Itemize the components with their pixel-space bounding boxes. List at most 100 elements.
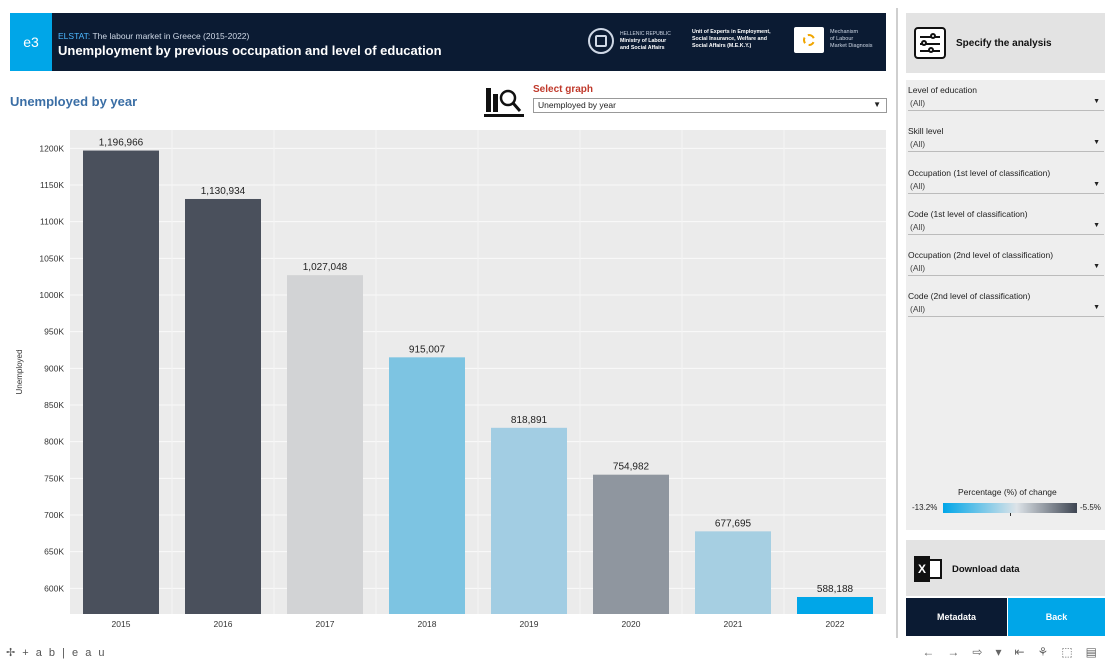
filter-dropdown[interactable]: (All) ▼ — [908, 221, 1104, 235]
filter-label: Skill level — [908, 126, 944, 136]
chart-title: Unemployed by year — [10, 94, 138, 109]
dashboard-title: Unemployment by previous occupation and … — [58, 43, 442, 58]
y-tick-label: 900K — [44, 363, 64, 373]
filter-label: Code (2nd level of classification) — [908, 291, 1031, 301]
x-axis: 2015 2016 2017 2018 2019 2020 2021 2022 — [112, 619, 845, 629]
download-data-button[interactable]: X Download data — [906, 540, 1105, 596]
x-tick-label: 2015 — [112, 619, 131, 629]
source-label: ELSTAT: — [58, 31, 91, 41]
ministry-line: Ministry of Labour — [620, 38, 667, 44]
subtitle-text: The labour market in Greece (2015-2022) — [90, 31, 250, 41]
greek-emblem-icon — [588, 28, 614, 54]
y-tick-label: 1050K — [39, 253, 64, 263]
filter-occupation-2nd: Occupation (2nd level of classification)… — [908, 250, 1104, 276]
filter-code-1st: Code (1st level of classification) (All)… — [908, 209, 1104, 235]
tableau-footer: ✢ + a b | e a u ← → ⇨ ▾ ⇤ ⚘ ⬚ ▤ — [0, 642, 1105, 662]
bar-2022[interactable] — [797, 596, 873, 614]
specify-analysis-title: Specify the analysis — [956, 38, 1052, 49]
x-tick-label: 2018 — [418, 619, 437, 629]
panel-divider — [896, 8, 898, 638]
ministry-line: HELLENIC REPUBLIC — [620, 31, 671, 37]
filter-dropdown[interactable]: (All) ▼ — [908, 180, 1104, 194]
filter-value: (All) — [910, 98, 926, 108]
share-icon[interactable]: ⚘ — [1037, 645, 1049, 659]
color-legend-max: -5.5% — [1080, 503, 1101, 512]
bar-value-label: 754,982 — [613, 462, 650, 473]
filter-label: Code (1st level of classification) — [908, 209, 1028, 219]
filter-occupation-1st: Occupation (1st level of classification)… — [908, 168, 1104, 194]
sliders-icon — [914, 27, 946, 59]
redo-icon[interactable]: → — [947, 645, 960, 659]
mechanism-logo-icon — [794, 27, 824, 53]
y-axis-title: Unemployed — [15, 350, 24, 395]
tableau-logo-text: + a b | e a u — [22, 647, 107, 659]
bars: 1,196,966 1,130,934 1,027,048 915,007 818,89… — [83, 138, 873, 614]
dashboard-badge: e3 — [10, 13, 52, 71]
filter-value: (All) — [910, 222, 926, 232]
unit-logo-text: Unit of Experts in Employment, Social In… — [692, 29, 787, 50]
download-icon[interactable]: ⬚ — [1061, 645, 1073, 659]
specify-analysis-header: Specify the analysis — [906, 13, 1105, 73]
bar-2020[interactable] — [593, 474, 669, 614]
ministry-logo-text: HELLENIC REPUBLIC Ministry of Labour and… — [620, 31, 690, 52]
x-tick-label: 2022 — [826, 619, 845, 629]
y-tick-label: 850K — [44, 400, 64, 410]
y-tick-label: 1150K — [40, 180, 64, 190]
filter-value: (All) — [910, 181, 926, 191]
tableau-mark-icon: ✢ — [6, 647, 18, 659]
color-legend-min: -13.2% — [912, 503, 938, 512]
y-tick-label: 1200K — [39, 143, 64, 153]
bar-2015[interactable] — [83, 150, 159, 614]
bar-2017[interactable] — [287, 275, 363, 614]
bar-2018[interactable] — [389, 357, 465, 614]
mechanism-line: of Labour — [830, 36, 854, 42]
x-tick-label: 2016 — [214, 619, 233, 629]
revert-menu-chevron-icon[interactable]: ▾ — [995, 645, 1002, 659]
bar-2019[interactable] — [491, 427, 567, 614]
undo-icon[interactable]: ← — [922, 645, 935, 659]
mechanism-line: Market Diagnosis — [830, 43, 873, 49]
bar-value-label: 915,007 — [409, 344, 446, 355]
bar-2016[interactable] — [185, 198, 261, 614]
bar-value-label: 588,188 — [817, 584, 854, 595]
filter-dropdown[interactable]: (All) ▼ — [908, 138, 1104, 152]
bar-value-label: 1,196,966 — [99, 138, 144, 149]
filter-skill-level: Skill level (All) ▼ — [908, 126, 1104, 152]
filter-label: Level of education — [908, 85, 977, 95]
fullscreen-icon[interactable]: ▤ — [1085, 645, 1097, 659]
select-graph-label: Select graph — [533, 84, 594, 95]
bar-value-label: 1,027,048 — [303, 262, 348, 273]
graph-select-value: Unemployed by year — [538, 100, 616, 110]
y-tick-label: 1100K — [40, 217, 64, 227]
filter-value: (All) — [910, 304, 926, 314]
filter-dropdown[interactable]: (All) ▼ — [908, 97, 1104, 111]
y-tick-label: 1000K — [39, 290, 64, 300]
y-axis: 600K 650K 700K 750K 800K 850K 900K 950K 1000K 105… — [39, 143, 64, 593]
reset-icon[interactable]: ⇤ — [1014, 645, 1025, 659]
graph-select[interactable]: Unemployed by year ▼ — [533, 98, 887, 113]
x-tick-label: 2020 — [622, 619, 641, 629]
color-legend-tick — [1010, 513, 1011, 516]
chevron-down-icon: ▼ — [1093, 139, 1100, 146]
revert-icon[interactable]: ⇨ — [972, 645, 983, 659]
filter-value: (All) — [910, 263, 926, 273]
ministry-line: and Social Affairs — [620, 45, 665, 51]
back-button[interactable]: Back — [1008, 598, 1105, 636]
filters-panel: Level of education (All) ▼ Skill level (A… — [906, 80, 1105, 530]
x-tick-label: 2021 — [724, 619, 743, 629]
filter-dropdown[interactable]: (All) ▼ — [908, 262, 1104, 276]
viz-toolbar: ← → ⇨ ▾ ⇤ ⚘ ⬚ ▤ — [922, 645, 1097, 659]
bar-2021[interactable] — [695, 531, 771, 614]
unit-line: Unit of Experts in Employment, — [692, 29, 771, 35]
filter-code-2nd: Code (2nd level of classification) (All)… — [908, 291, 1104, 317]
mechanism-line: Mechanism — [830, 29, 859, 35]
header-subtitle: ELSTAT: The labour market in Greece (201… — [58, 31, 249, 41]
graph-search-icon — [484, 88, 524, 117]
chevron-down-icon: ▼ — [873, 100, 881, 109]
filter-dropdown[interactable]: (All) ▼ — [908, 303, 1104, 317]
color-legend-gradient — [943, 503, 1077, 513]
metadata-button[interactable]: Metadata — [906, 598, 1007, 636]
download-data-label: Download data — [952, 564, 1020, 575]
filter-level-of-education: Level of education (All) ▼ — [908, 85, 1104, 111]
bar-value-label: 1,130,934 — [201, 186, 246, 197]
